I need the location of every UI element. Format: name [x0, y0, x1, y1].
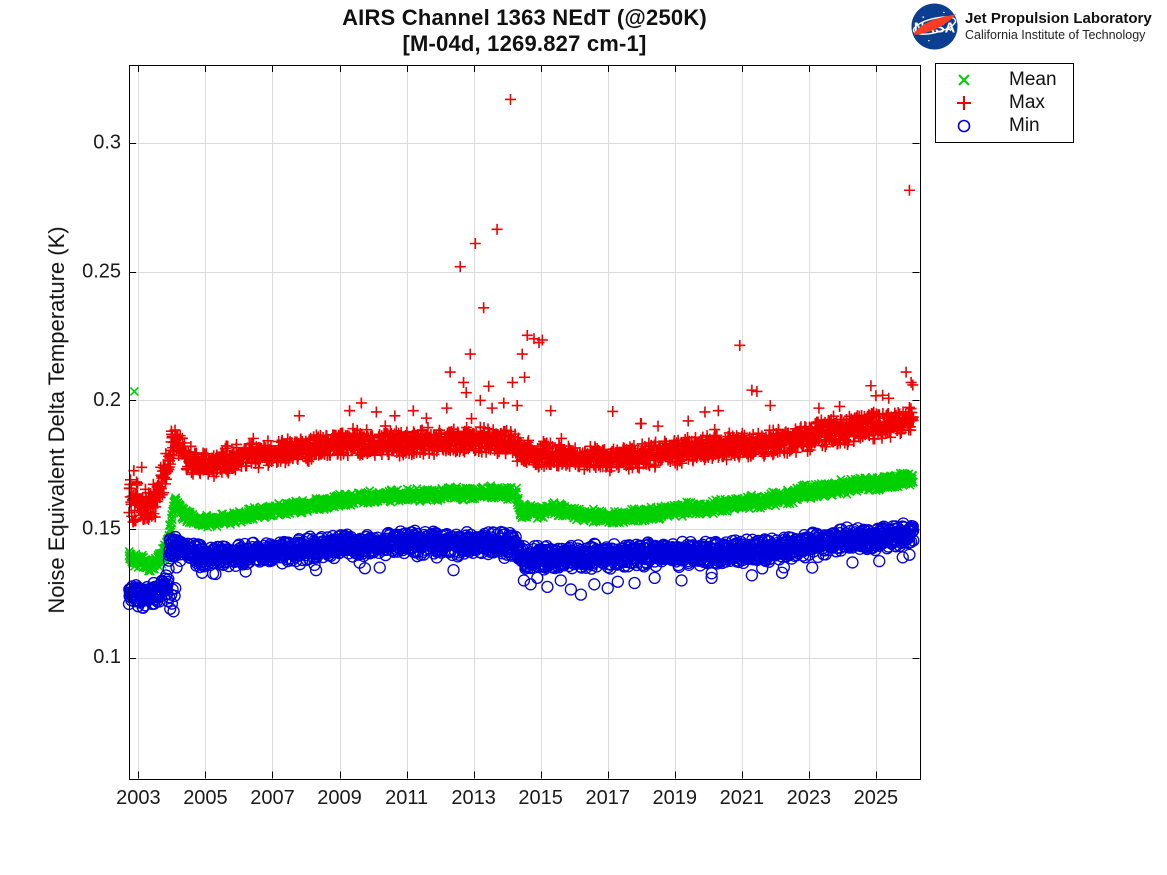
mean-marker-icon [947, 72, 981, 88]
legend-item-mean: Mean [936, 68, 1073, 91]
chart-subtitle: [M-04d, 1269.827 cm-1] [402, 31, 647, 56]
y-axis-label: Noise Equivalent Delta Temperature (K) [44, 226, 69, 614]
jpl-text-block: Jet Propulsion Laboratory California Ins… [965, 10, 1152, 43]
max-marker-icon [947, 94, 981, 112]
jpl-name: Jet Propulsion Laboratory [965, 10, 1152, 27]
legend-item-min: Min [936, 115, 1073, 138]
legend-label-mean: Mean [1009, 68, 1057, 90]
legend-label-min: Min [1009, 115, 1040, 137]
legend: Mean Max Min [935, 63, 1074, 143]
chart-title: AIRS Channel 1363 NEdT (@250K) [342, 5, 707, 30]
jpl-affiliation: California Institute of Technology [965, 28, 1146, 42]
jpl-header: NASA Jet Propulsion Laboratory Californi… [911, 3, 1152, 50]
nasa-logo-icon: NASA [911, 3, 958, 50]
legend-label-max: Max [1009, 91, 1045, 113]
min-marker-icon [947, 118, 981, 134]
legend-item-max: Max [936, 91, 1073, 114]
chart-title-block: AIRS Channel 1363 NEdT (@250K) [M-04d, 1… [129, 5, 920, 57]
